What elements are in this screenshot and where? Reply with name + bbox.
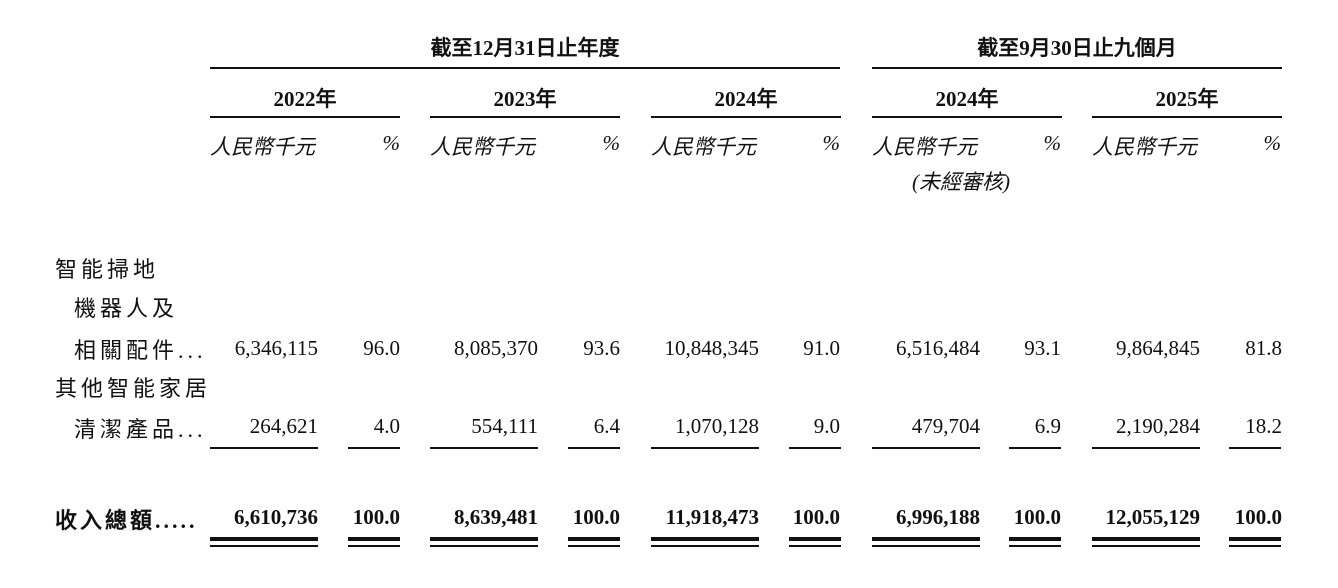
- unit-pct-2025-9m: %: [1263, 131, 1282, 155]
- year-rule-2023: [430, 116, 620, 118]
- year-header-2023: 2023年: [493, 87, 557, 111]
- unit-rmb-2023: 人民幣千元: [430, 135, 535, 159]
- subtotal-rule: [568, 447, 620, 449]
- year-rule-2024-9m: [872, 116, 1062, 118]
- row2-pct-2023: 6.4: [593, 414, 620, 438]
- subtotal-rule: [789, 447, 841, 449]
- row1-rmb-2024-9m: 6,516,484: [896, 336, 980, 360]
- total-double-rule: [1092, 537, 1200, 541]
- total-rmb-2023: 8,639,481: [454, 505, 538, 529]
- total-rmb-2025-9m: 12,055,129: [1105, 505, 1201, 529]
- row2-pct-2022: 4.0: [373, 414, 400, 438]
- row2-rmb-2025-9m: 2,190,284: [1116, 414, 1200, 438]
- total-label: 收入總額.....: [55, 508, 198, 533]
- subtotal-rule: [1092, 447, 1200, 449]
- year-header-2024-fy: 2024年: [714, 87, 778, 111]
- total-double-rule: [1009, 537, 1061, 541]
- total-double-rule: [210, 537, 318, 541]
- total-pct-2024-fy: 100.0: [792, 505, 840, 529]
- total-rmb-2024-fy: 11,918,473: [665, 505, 759, 529]
- unit-pct-2024-9m: %: [1043, 131, 1062, 155]
- row1-pct-2022: 96.0: [363, 336, 400, 360]
- year-header-2025-9m: 2025年: [1155, 87, 1219, 111]
- total-pct-2024-9m: 100.0: [1013, 505, 1061, 529]
- total-double-rule: [568, 537, 620, 541]
- total-double-rule: [348, 545, 400, 547]
- row1-pct-2024-9m: 93.1: [1024, 336, 1061, 360]
- total-double-rule: [1229, 537, 1281, 541]
- row-label-robots-line2: 機器人及: [74, 296, 179, 321]
- row2-rmb-2022: 264,621: [249, 414, 318, 438]
- total-double-rule: [872, 537, 980, 541]
- row2-rmb-2024-9m: 479,704: [911, 414, 980, 438]
- row1-rmb-2022: 6,346,115: [234, 336, 318, 360]
- row1-rmb-2024-fy: 10,848,345: [664, 336, 760, 360]
- unaudited-note: (未經審核): [912, 170, 1010, 194]
- row2-pct-2024-fy: 9.0: [813, 414, 840, 438]
- row1-pct-2023: 93.6: [583, 336, 620, 360]
- row-label-robots-line1: 智能掃地: [55, 257, 160, 282]
- year-header-2022: 2022年: [273, 87, 337, 111]
- total-pct-2023: 100.0: [572, 505, 620, 529]
- subtotal-rule: [1229, 447, 1281, 449]
- row-label-other-line1: 其他智能家居: [55, 376, 212, 401]
- row1-rmb-2023: 8,085,370: [454, 336, 538, 360]
- row1-pct-2025-9m: 81.8: [1245, 336, 1282, 360]
- group-rule-nine-months: [872, 67, 1282, 69]
- total-rmb-2022: 6,610,736: [234, 505, 318, 529]
- total-pct-2025-9m: 100.0: [1234, 505, 1282, 529]
- unit-rmb-2024-9m: 人民幣千元: [872, 135, 977, 159]
- total-double-rule: [789, 537, 841, 541]
- year-rule-2022: [210, 116, 400, 118]
- subtotal-rule: [430, 447, 538, 449]
- group-header-fiscal-year: 截至12月31日止年度: [430, 36, 620, 60]
- total-rmb-2024-9m: 6,996,188: [896, 505, 980, 529]
- row2-pct-2024-9m: 6.9: [1034, 414, 1061, 438]
- total-double-rule: [568, 545, 620, 547]
- unit-pct-2023: %: [602, 131, 621, 155]
- total-double-rule: [348, 537, 400, 541]
- unit-rmb-2025-9m: 人民幣千元: [1092, 135, 1197, 159]
- unit-pct-2022: %: [382, 131, 401, 155]
- total-double-rule: [872, 545, 980, 547]
- subtotal-rule: [348, 447, 400, 449]
- row1-rmb-2025-9m: 9,864,845: [1116, 336, 1200, 360]
- total-pct-2022: 100.0: [352, 505, 400, 529]
- total-double-rule: [789, 545, 841, 547]
- total-double-rule: [430, 545, 538, 547]
- row2-pct-2025-9m: 18.2: [1245, 414, 1282, 438]
- row-label-robots-line3: 相關配件...: [74, 338, 207, 363]
- total-double-rule: [651, 545, 759, 547]
- total-double-rule: [651, 537, 759, 541]
- unit-pct-2024-fy: %: [822, 131, 841, 155]
- unit-rmb-2022: 人民幣千元: [210, 135, 315, 159]
- unit-rmb-2024-fy: 人民幣千元: [651, 135, 756, 159]
- subtotal-rule: [210, 447, 318, 449]
- total-double-rule: [210, 545, 318, 547]
- row2-rmb-2023: 554,111: [471, 414, 538, 438]
- year-rule-2025-9m: [1092, 116, 1282, 118]
- total-double-rule: [430, 537, 538, 541]
- total-double-rule: [1229, 545, 1281, 547]
- row-label-other-line2: 清潔產品...: [74, 417, 207, 442]
- subtotal-rule: [651, 447, 759, 449]
- group-rule-fiscal-year: [210, 67, 840, 69]
- group-header-nine-months: 截至9月30日止九個月: [977, 36, 1177, 60]
- year-header-2024-9m: 2024年: [935, 87, 999, 111]
- total-double-rule: [1092, 545, 1200, 547]
- row2-rmb-2024-fy: 1,070,128: [675, 414, 759, 438]
- row1-pct-2024-fy: 91.0: [803, 336, 840, 360]
- subtotal-rule: [872, 447, 980, 449]
- total-double-rule: [1009, 545, 1061, 547]
- year-rule-2024-fy: [651, 116, 841, 118]
- subtotal-rule: [1009, 447, 1061, 449]
